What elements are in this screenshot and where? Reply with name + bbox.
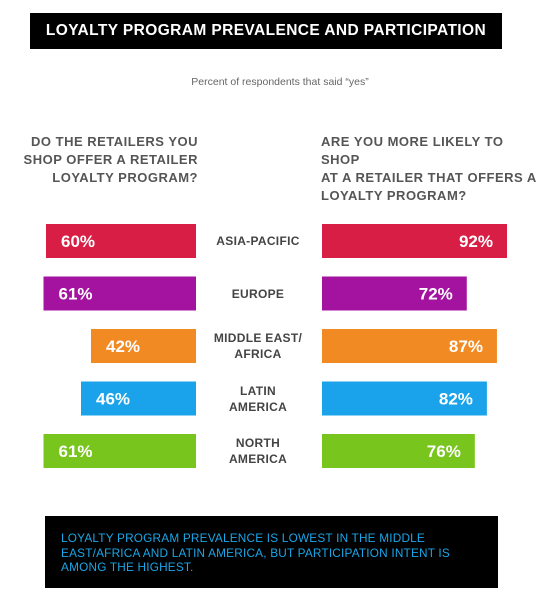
right-bar: [322, 434, 475, 468]
right-bar: [322, 224, 507, 258]
region-label-line: AMERICA: [228, 452, 288, 466]
right-question-line-2: AT A RETAILER THAT OFFERS A: [321, 170, 537, 185]
region-label: ASIA-PACIFIC: [183, 233, 333, 249]
left-bar-value-label: 60%: [61, 232, 95, 251]
left-question-line-1: DO THE RETAILERS YOU: [31, 134, 198, 149]
right-bar: [322, 276, 467, 311]
right-bar-value-label: 82%: [439, 390, 473, 409]
region-label-line: AFRICA: [234, 347, 282, 361]
right-bar-value-label: 76%: [427, 442, 461, 461]
region-label-line: MIDDLE EAST/: [213, 331, 303, 345]
left-question-line-2: SHOP OFFER A RETAILER: [23, 152, 198, 167]
region-label-line: AMERICA: [228, 399, 288, 414]
left-bar: [91, 329, 196, 363]
region-label: MIDDLE EAST/AFRICA: [183, 330, 333, 362]
right-bar-value-label: 72%: [419, 285, 453, 304]
region-label-line: EUROPE: [231, 286, 285, 301]
left-question-line-3: LOYALTY PROGRAM?: [52, 170, 198, 185]
left-bar-value-label: 61%: [59, 442, 93, 461]
right-bar: [322, 381, 487, 416]
right-question: ARE YOU MORE LIKELY TO SHOP AT A RETAILE…: [321, 133, 541, 205]
right-bar: [322, 329, 497, 363]
region-label-line: ASIA-PACIFIC: [216, 234, 300, 248]
chart-subtitle: Percent of respondents that said “yes”: [191, 76, 369, 88]
chart-title: LOYALTY PROGRAM PREVALENCE AND PARTICIPA…: [30, 13, 502, 49]
left-bar: [46, 224, 196, 258]
right-question-line-1: ARE YOU MORE LIKELY TO SHOP: [321, 134, 504, 167]
left-bar-value-label: 61%: [59, 285, 93, 304]
region-label-line: LATIN: [240, 383, 276, 398]
region-label: EUROPE: [183, 286, 333, 302]
region-label-line: NORTH: [235, 436, 281, 450]
left-bar-value-label: 46%: [96, 390, 130, 409]
callout-box: LOYALTY PROGRAM PREVALENCE IS LOWEST IN …: [45, 516, 498, 588]
right-bar-value-label: 87%: [449, 337, 483, 356]
left-bar: [43, 434, 196, 468]
left-question: DO THE RETAILERS YOU SHOP OFFER A RETAIL…: [8, 133, 198, 187]
region-label: NORTH AMERICA: [183, 435, 333, 467]
left-bar-value-label: 42%: [106, 337, 140, 356]
left-bar: [81, 381, 196, 416]
right-bar-value-label: 92%: [459, 232, 493, 251]
right-question-line-3: LOYALTY PROGRAM?: [321, 188, 467, 203]
left-bar: [43, 276, 196, 311]
region-label: LATIN AMERICA: [183, 383, 333, 415]
